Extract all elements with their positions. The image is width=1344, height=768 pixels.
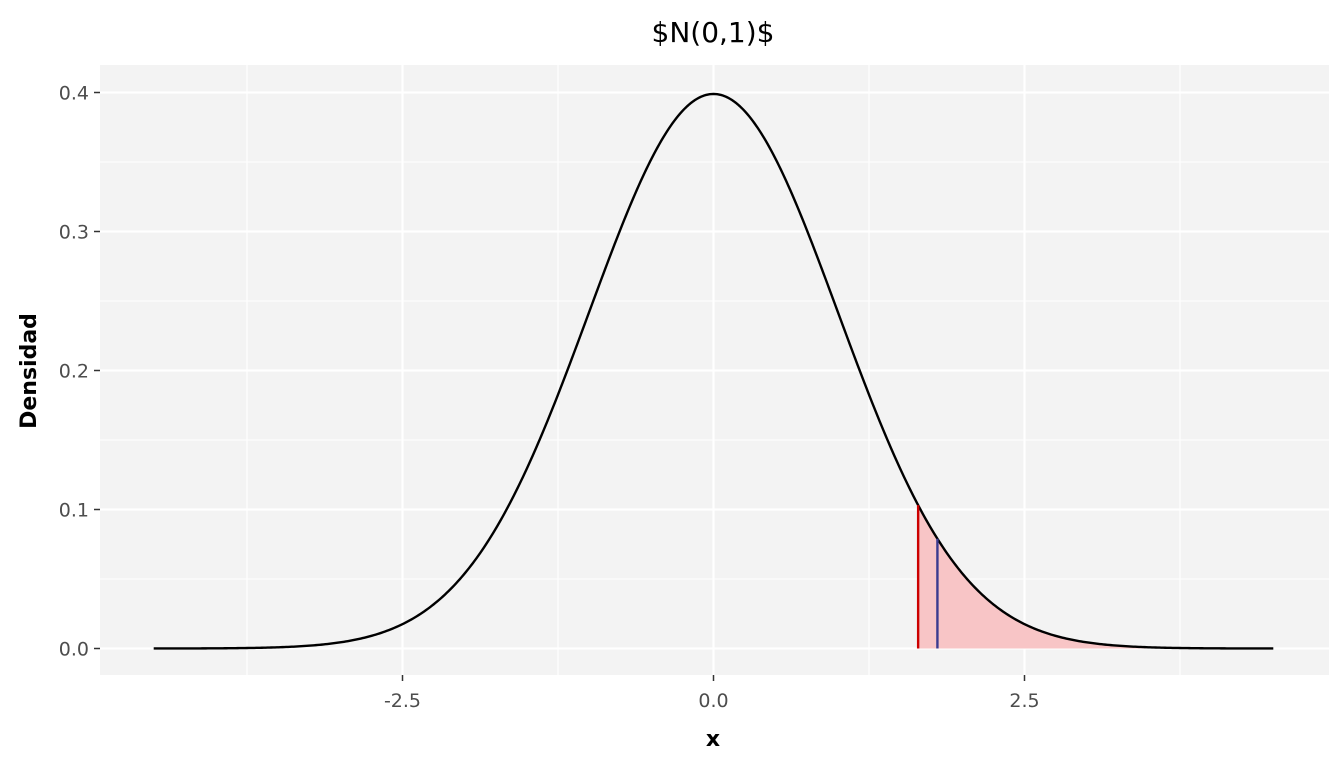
shaded-area-group — [918, 505, 1274, 649]
grid-lines — [100, 65, 1329, 675]
vertical-lines-group — [916, 505, 939, 649]
y-axis-title: Densidad — [17, 313, 42, 429]
y-tick-label: 0.3 — [59, 222, 89, 244]
y-tick-label: 0.1 — [59, 500, 89, 522]
x-tick-label: 0.0 — [698, 690, 728, 712]
shaded-area — [918, 505, 1274, 649]
chart-title: $N(0,1)$ — [652, 16, 775, 49]
x-axis-title: x — [706, 727, 720, 752]
y-tick-label: 0.4 — [59, 83, 89, 105]
density-curve — [153, 92, 1274, 650]
density-curve-group — [153, 92, 1274, 650]
y-tick-label: 0.2 — [59, 361, 89, 383]
axes: -2.5 0.0 2.5 0.0 0.1 0.2 0.3 0.4 — [59, 83, 1040, 713]
x-tick-label: 2.5 — [1009, 690, 1039, 712]
x-tick-label: -2.5 — [384, 690, 421, 712]
y-tick-label: 0.0 — [59, 639, 89, 661]
